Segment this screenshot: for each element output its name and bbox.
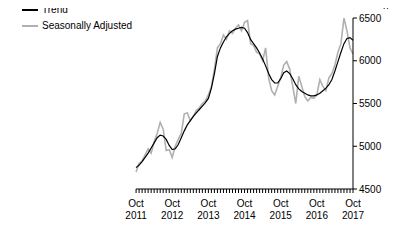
svg-text:2017: 2017 (342, 210, 365, 221)
svg-text:2011: 2011 (125, 210, 147, 221)
svg-text:2013: 2013 (197, 210, 220, 221)
svg-text:4500: 4500 (359, 184, 382, 195)
svg-text:2014: 2014 (233, 210, 256, 221)
svg-text:Oct: Oct (164, 198, 180, 209)
svg-text:Oct: Oct (273, 198, 289, 209)
svg-text:6500: 6500 (359, 13, 382, 24)
svg-text:2016: 2016 (306, 210, 329, 221)
svg-text:no.: no. (383, 8, 389, 11)
svg-text:Oct: Oct (201, 198, 217, 209)
svg-text:6000: 6000 (359, 55, 382, 66)
svg-text:5500: 5500 (359, 98, 382, 109)
svg-text:Oct: Oct (237, 198, 253, 209)
svg-text:Oct: Oct (128, 198, 144, 209)
svg-text:Oct: Oct (309, 198, 325, 209)
html-text:Trend: Trend (42, 3, 68, 15)
svg-text:Oct: Oct (345, 198, 361, 209)
svg-text:2015: 2015 (270, 210, 293, 221)
svg-text:2012: 2012 (161, 210, 184, 221)
svg-text:5000: 5000 (359, 141, 382, 152)
html-text:Seasonally Adjusted: Seasonally Adjusted (42, 19, 133, 31)
